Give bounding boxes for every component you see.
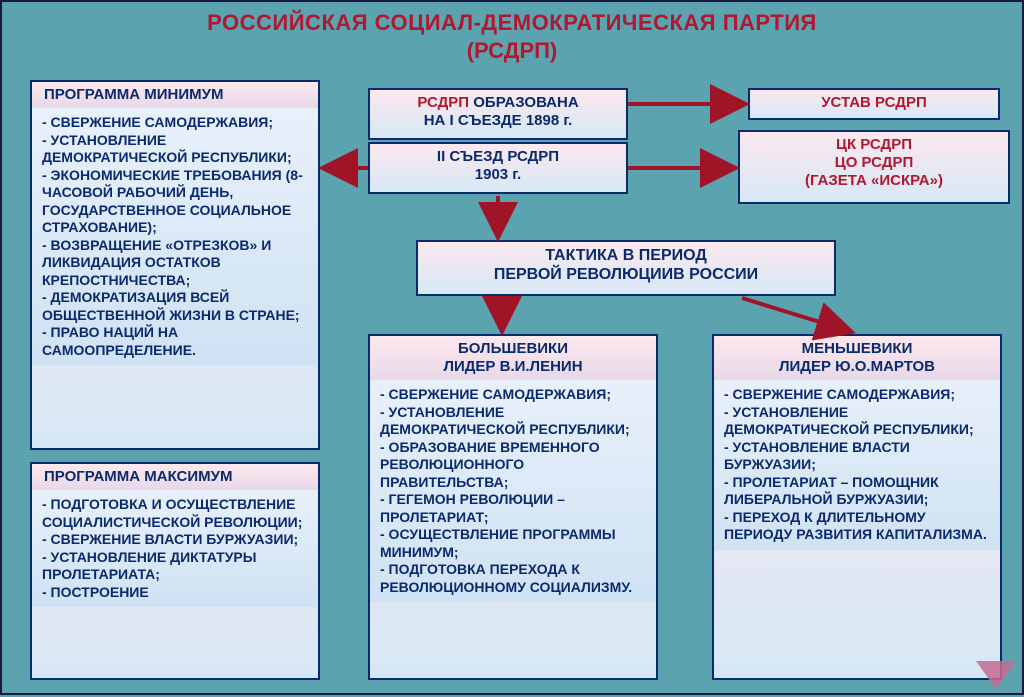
organs-line1: ЦК РСДРП [836,136,912,153]
organs-line3: (ГАЗЕТА «ИСКРА») [805,172,943,189]
box-organs: ЦК РСДРП ЦО РСДРП (ГАЗЕТА «ИСКРА») [738,130,1010,204]
body-program-maximum: - ПОДГОТОВКА И ОСУЩЕСТВЛЕНИЕ СОЦИАЛИСТИЧ… [32,490,318,607]
congress2-line1: II СЪЕЗД РСДРП [437,148,559,165]
bolsh-h2: ЛИДЕР В.И.ЛЕНИН [443,358,582,375]
box-founded: РСДРП ОБРАЗОВАНА НА I СЪЕЗДЕ 1898 г. [368,88,628,140]
mensh-h2: ЛИДЕР Ю.О.МАРТОВ [779,358,935,375]
organs-text: ЦК РСДРП ЦО РСДРП (ГАЗЕТА «ИСКРА») [740,132,1008,194]
founded-congress: НА I СЪЕЗДЕ 1898 г. [424,112,573,129]
ustav-text: УСТАВ РСДРП [750,90,998,116]
body-mensheviks: - СВЕРЖЕНИЕ САМОДЕРЖАВИЯ; - УСТАНОВЛЕНИЕ… [714,380,1000,550]
congress2-line2: 1903 г. [475,166,521,183]
header-bolsheviks: БОЛЬШЕВИКИ ЛИДЕР В.И.ЛЕНИН [370,336,656,380]
box-program-maximum: ПРОГРАММА МАКСИМУМ - ПОДГОТОВКА И ОСУЩЕС… [30,462,320,680]
corner-decoration-icon [976,661,1016,689]
tactics-line2: ПЕРВОЙ РЕВОЛЮЦИИВ РОССИИ [494,266,758,283]
header-mensheviks: МЕНЬШЕВИКИ ЛИДЕР Ю.О.МАРТОВ [714,336,1000,380]
tactics-text: ТАКТИКА В ПЕРИОД ПЕРВОЙ РЕВОЛЮЦИИВ РОССИ… [418,242,834,288]
founded-rsdrp: РСДРП [417,94,469,111]
box-congress-2: II СЪЕЗД РСДРП 1903 г. [368,142,628,194]
tactics-line1: ТАКТИКА В ПЕРИОД [545,247,707,264]
congress2-text: II СЪЕЗД РСДРП 1903 г. [370,144,626,188]
box-mensheviks: МЕНЬШЕВИКИ ЛИДЕР Ю.О.МАРТОВ - СВЕРЖЕНИЕ … [712,334,1002,680]
body-bolsheviks: - СВЕРЖЕНИЕ САМОДЕРЖАВИЯ; - УСТАНОВЛЕНИЕ… [370,380,656,602]
page-subtitle: (РСДРП) [2,38,1022,70]
header-program-maximum: ПРОГРАММА МАКСИМУМ [32,464,318,490]
founded-text: РСДРП ОБРАЗОВАНА НА I СЪЕЗДЕ 1898 г. [370,90,626,134]
mensh-h1: МЕНЬШЕВИКИ [802,340,913,357]
box-bolsheviks: БОЛЬШЕВИКИ ЛИДЕР В.И.ЛЕНИН - СВЕРЖЕНИЕ С… [368,334,658,680]
founded-formed: ОБРАЗОВАНА [469,94,579,111]
box-tactics: ТАКТИКА В ПЕРИОД ПЕРВОЙ РЕВОЛЮЦИИВ РОССИ… [416,240,836,296]
bolsh-h1: БОЛЬШЕВИКИ [458,340,568,357]
box-program-minimum: ПРОГРАММА МИНИМУМ - СВЕРЖЕНИЕ САМОДЕРЖАВ… [30,80,320,450]
body-program-minimum: - СВЕРЖЕНИЕ САМОДЕРЖАВИЯ; - УСТАНОВЛЕНИЕ… [32,108,318,365]
page-title: РОССИЙСКАЯ СОЦИАЛ-ДЕМОКРАТИЧЕСКАЯ ПАРТИЯ [2,2,1022,38]
header-program-minimum: ПРОГРАММА МИНИМУМ [32,82,318,108]
box-ustav: УСТАВ РСДРП [748,88,1000,120]
organs-line2: ЦО РСДРП [835,154,914,171]
